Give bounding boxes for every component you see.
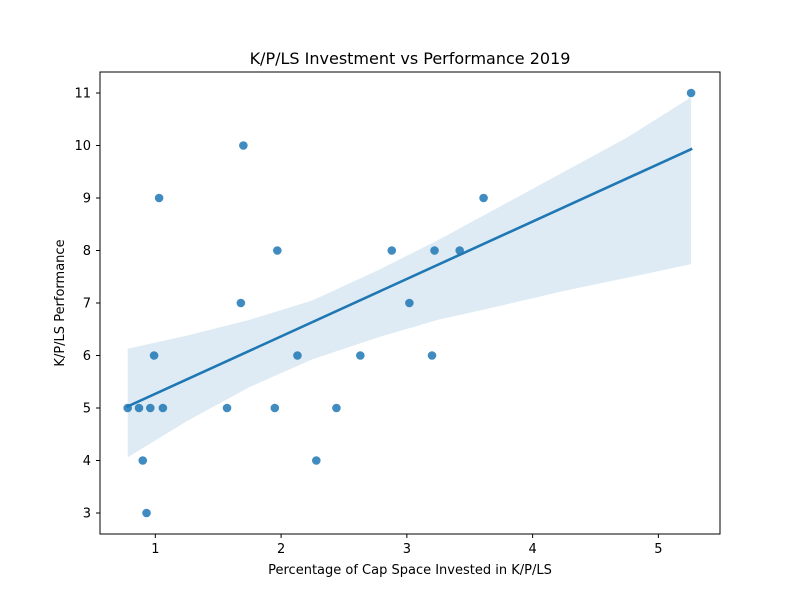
data-point-12 — [270, 403, 280, 413]
data-point-16 — [332, 403, 341, 413]
data-point-2 — [134, 403, 144, 413]
data-point-7 — [154, 193, 164, 203]
axes: 1 2 3 4 5 3 4 5 6 7 8 9 10 11 — [74, 87, 662, 558]
data-point-6 — [149, 351, 159, 360]
data-point-17 — [356, 351, 365, 360]
regression-line — [125, 147, 693, 409]
y-tick-label: 11 — [74, 87, 91, 102]
x-tick-label: 1 — [151, 542, 159, 557]
y-tick-label: 10 — [74, 139, 91, 154]
x-tick-label: 3 — [403, 542, 411, 557]
data-point-13 — [273, 246, 282, 255]
y-tick-label: 5 — [83, 402, 91, 417]
data-point-20 — [427, 351, 437, 360]
y-tick-label: 7 — [83, 297, 91, 312]
x-tick-label: 5 — [654, 542, 662, 557]
data-point-15 — [312, 456, 321, 465]
data-point-24 — [686, 88, 696, 98]
data-point-21 — [430, 246, 439, 255]
x-tick-label: 4 — [528, 542, 536, 557]
data-point-5 — [146, 403, 155, 413]
data-point-3 — [138, 456, 148, 465]
data-point-4 — [142, 508, 151, 518]
y-tick-label: 6 — [83, 349, 91, 364]
data-point-18 — [387, 246, 397, 255]
data-point-19 — [405, 298, 414, 308]
plot-area — [123, 88, 696, 518]
data-point-9 — [222, 403, 232, 413]
data-point-10 — [236, 298, 246, 308]
data-point-8 — [158, 403, 168, 413]
y-tick-label: 3 — [83, 507, 91, 522]
data-point-11 — [239, 141, 248, 150]
chart-title: K/P/LS Investment vs Performance 2019 — [250, 49, 571, 68]
y-tick-label: 9 — [83, 192, 91, 207]
x-tick-label: 2 — [277, 542, 285, 557]
y-tick-label: 8 — [83, 244, 91, 259]
data-point-23 — [479, 193, 488, 203]
y-tick-label: 4 — [83, 454, 91, 469]
y-axis-label: K/P/LS Performance — [53, 239, 68, 366]
data-point-14 — [293, 351, 302, 360]
x-axis-label: Percentage of Cap Space Invested in K/P/… — [268, 563, 552, 578]
